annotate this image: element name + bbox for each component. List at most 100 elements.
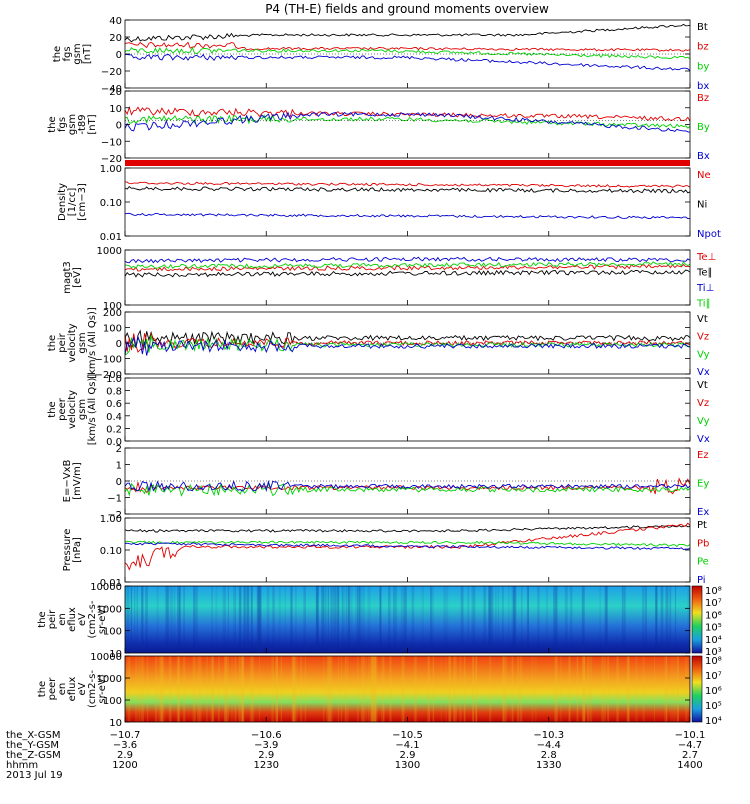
spectrogram-streak bbox=[361, 656, 363, 722]
legend-entry: Bx bbox=[697, 151, 710, 162]
spectrogram-streak bbox=[655, 586, 658, 653]
spectrogram-streak bbox=[266, 586, 270, 653]
spectrogram-streak bbox=[256, 586, 259, 653]
spectrogram-streak bbox=[445, 656, 447, 722]
spectrogram-streak bbox=[635, 656, 638, 722]
spectrogram-streak bbox=[460, 586, 464, 653]
spectrogram-streak bbox=[430, 586, 433, 653]
series-line-Ex bbox=[124, 479, 691, 493]
spectrogram-streak bbox=[284, 586, 286, 653]
spectrogram-streak bbox=[379, 586, 381, 653]
y-tick-label: −200 bbox=[95, 370, 122, 381]
spectrogram-streak bbox=[467, 586, 469, 653]
y-axis-label: the peer velocity gsm [km/s (All Qs)] bbox=[47, 374, 98, 446]
spectrogram-streak bbox=[381, 656, 384, 722]
y-axis-label-line: the bbox=[37, 681, 48, 697]
y-axis-label-line: en bbox=[57, 613, 68, 626]
spectrogram-streak bbox=[160, 656, 163, 722]
spectrogram-streak bbox=[568, 656, 570, 722]
spectrogram-streak bbox=[476, 656, 478, 722]
spectrogram-streak bbox=[234, 656, 237, 722]
spectrogram-streak bbox=[359, 586, 362, 653]
spectrogram-streak bbox=[607, 656, 610, 722]
spectrogram-streak bbox=[330, 586, 332, 653]
spectrogram-streak bbox=[167, 586, 170, 653]
colorbar-tick-label: 10³ bbox=[705, 647, 722, 658]
series-line-Bt bbox=[124, 23, 691, 43]
x-tick-label: 1300 bbox=[395, 760, 420, 771]
y-axis-label-line: E=−VxB bbox=[62, 460, 73, 503]
x-tick-label: 1230 bbox=[254, 760, 279, 771]
panel-frame bbox=[124, 377, 691, 442]
spectrogram-streak bbox=[383, 656, 385, 722]
x-axis-labels: the_X-GSM −10.7 −10.6 −10.5 −10.3 −10.1 the_Y-… bbox=[6, 730, 705, 781]
spectrogram-streak bbox=[559, 656, 562, 722]
spectrogram-streak bbox=[361, 656, 365, 722]
y-axis-label-line: [mV/m] bbox=[72, 462, 83, 500]
spectrogram-streak bbox=[135, 656, 138, 722]
spectrogram-streak bbox=[211, 656, 214, 722]
spectrogram-streak bbox=[316, 586, 319, 653]
spectrogram-streak bbox=[404, 586, 407, 653]
spectrogram-streak bbox=[502, 656, 505, 722]
spectrogram-streak bbox=[224, 656, 228, 722]
spectrogram-streak bbox=[227, 586, 229, 653]
spectrogram-streak bbox=[432, 656, 435, 722]
spectrogram-streak bbox=[604, 586, 607, 653]
spectrogram-streak bbox=[367, 586, 371, 653]
y-axis-label-line: magt3 bbox=[62, 261, 73, 294]
y-axis-label-line: gsm bbox=[67, 114, 78, 135]
series-line-bx bbox=[124, 53, 691, 71]
spectrogram-streak bbox=[475, 656, 478, 722]
spectrogram-streak bbox=[389, 656, 392, 722]
legend-entry: Te⊥ bbox=[696, 252, 716, 263]
colorbar bbox=[691, 655, 703, 723]
spectrogram-streak bbox=[502, 656, 506, 722]
series-line-Ey bbox=[124, 482, 691, 497]
series-line-By bbox=[124, 114, 691, 129]
spectrogram-streak bbox=[463, 656, 466, 722]
y-axis-label-line: [nT] bbox=[87, 114, 98, 134]
y-axis-label-line: sr-eV) bbox=[97, 674, 108, 703]
spectrogram-streak bbox=[156, 656, 160, 722]
spectrogram-streak bbox=[490, 586, 494, 653]
spectrogram-streak bbox=[413, 656, 416, 722]
series-line-Vt bbox=[124, 329, 691, 349]
spectrogram-streak bbox=[440, 656, 442, 722]
spectrogram-streak bbox=[472, 656, 475, 722]
legend-entry: Ex bbox=[697, 507, 709, 518]
y-tick-label: −1 bbox=[107, 494, 122, 505]
spectrogram-streak bbox=[238, 656, 241, 722]
x-tick-label: −4.7 bbox=[678, 740, 702, 751]
y-tick-label: 10000 bbox=[90, 652, 122, 663]
spectrogram-streak bbox=[251, 656, 253, 722]
legend-entry: Ti∥ bbox=[696, 299, 711, 310]
x-axis-row-label: hhmm bbox=[6, 760, 38, 771]
spectrogram-streak bbox=[257, 586, 260, 653]
spectrogram-streak bbox=[421, 586, 424, 653]
y-axis-label-line: eV bbox=[77, 613, 88, 626]
panel-temperature: Te⊥ Te∥ Ti⊥ Ti∥ 1000 100 magt3 [eV] bbox=[62, 246, 716, 312]
spectrogram-streak bbox=[517, 656, 520, 722]
legend-entry: Vy bbox=[697, 349, 710, 360]
colorbar-tick-label: 10⁸ bbox=[705, 656, 722, 667]
spectrogram-streak bbox=[513, 586, 516, 653]
y-axis-label: the peer en eflux eV (cm2-s-sr-eV) bbox=[37, 670, 108, 708]
spectrogram-streak bbox=[403, 656, 405, 722]
y-axis-label-line: [1/cc] bbox=[67, 188, 78, 217]
y-axis-label-line: eflux bbox=[67, 677, 78, 702]
spectrogram-streak bbox=[400, 586, 403, 653]
spectrogram-streak bbox=[315, 586, 319, 653]
spectrogram-streak bbox=[508, 586, 510, 653]
spectrogram-streak bbox=[183, 656, 185, 722]
spectrogram-streak bbox=[241, 656, 245, 722]
spectrogram-streak bbox=[427, 656, 430, 722]
y-axis-label-line: [km/s (All Qs)] bbox=[87, 374, 98, 446]
spectrogram-streak bbox=[326, 656, 329, 722]
legend-entry: Vx bbox=[697, 434, 710, 445]
spectrogram-streak bbox=[250, 586, 253, 653]
spectrogram-streak bbox=[373, 656, 376, 722]
spectrogram-streak bbox=[247, 586, 250, 653]
spectrogram-streak bbox=[222, 586, 224, 653]
